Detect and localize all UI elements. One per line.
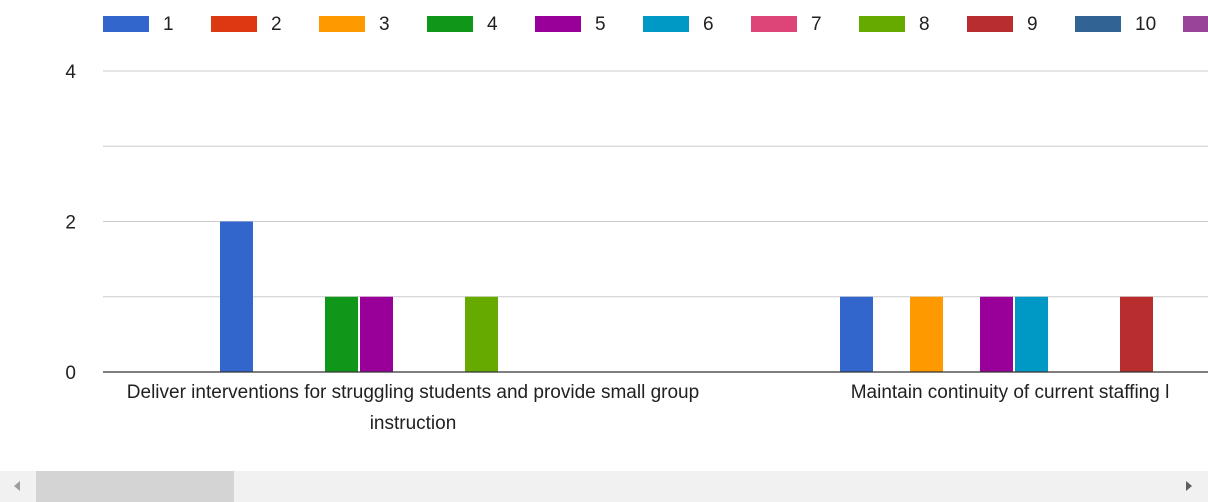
bar <box>840 296 873 372</box>
category-label: Maintain continuity of current staffing … <box>851 382 1170 403</box>
gridlines <box>103 70 1208 298</box>
scroll-right-arrow-icon[interactable] <box>1186 481 1192 491</box>
legend-swatch <box>427 16 473 32</box>
bar <box>1015 296 1048 372</box>
legend-swatch <box>211 16 257 32</box>
scroll-left-arrow-icon[interactable] <box>14 481 20 491</box>
legend-swatch <box>1183 16 1208 32</box>
legend-swatch <box>1075 16 1121 32</box>
legend-label: 5 <box>595 14 606 35</box>
legend: 1 2 3 4 5 6 7 8 9 10 <box>103 14 1208 35</box>
bar <box>220 221 253 372</box>
horizontal-scrollbar[interactable] <box>0 471 1208 502</box>
bars <box>220 221 1153 372</box>
legend-label: 10 <box>1135 14 1156 35</box>
scrollbar-thumb[interactable] <box>36 471 234 502</box>
legend-label: 9 <box>1027 14 1038 35</box>
legend-swatch <box>103 16 149 32</box>
legend-label: 3 <box>379 14 390 35</box>
y-tick-label: 0 <box>65 363 76 384</box>
legend-label: 7 <box>811 14 822 35</box>
y-axis: 0 2 4 <box>65 62 76 384</box>
bar <box>360 296 393 372</box>
bar <box>910 296 943 372</box>
legend-label: 8 <box>919 14 930 35</box>
legend-swatch <box>319 16 365 32</box>
bar <box>465 296 498 372</box>
legend-swatch <box>643 16 689 32</box>
legend-swatch <box>859 16 905 32</box>
y-tick-label: 2 <box>65 213 76 234</box>
category-label: Deliver interventions for struggling stu… <box>127 382 699 434</box>
legend-swatch <box>535 16 581 32</box>
bar <box>980 296 1013 372</box>
legend-label: 6 <box>703 14 714 35</box>
legend-label: 2 <box>271 14 282 35</box>
legend-label: 1 <box>163 14 174 35</box>
legend-swatch <box>967 16 1013 32</box>
x-axis: Deliver interventions for struggling stu… <box>127 382 1170 434</box>
bar <box>1120 296 1153 372</box>
y-tick-label: 4 <box>65 62 76 83</box>
bar <box>325 296 358 372</box>
legend-swatch <box>751 16 797 32</box>
bar-chart: 1 2 3 4 5 6 7 8 9 10 0 2 4 Deliver interventions fo… <box>65 14 1208 434</box>
legend-label: 4 <box>487 14 498 35</box>
